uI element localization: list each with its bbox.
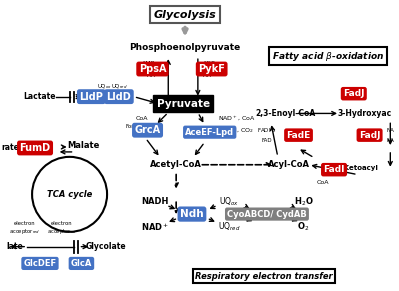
Text: NAD$^+$: NAD$^+$	[141, 221, 170, 233]
Text: late: late	[6, 242, 23, 251]
Text: CoA: CoA	[136, 116, 148, 121]
Text: FadI: FadI	[323, 165, 345, 174]
Text: FadJ: FadJ	[343, 89, 365, 98]
Text: Ndh: Ndh	[180, 209, 204, 219]
Text: AceEF-Lpd: AceEF-Lpd	[185, 128, 234, 137]
Text: Fatty acid $\beta$-oxidation: Fatty acid $\beta$-oxidation	[272, 50, 384, 63]
Text: Glycolate: Glycolate	[86, 242, 126, 251]
Text: AMP: AMP	[142, 61, 155, 65]
Text: NADH: NADH	[142, 197, 169, 206]
Text: electron
acceptor$_{red}$: electron acceptor$_{red}$	[9, 221, 40, 237]
Text: UQ$_{red}$: UQ$_{red}$	[111, 82, 127, 91]
Text: 2,3-Enoyl-CoA: 2,3-Enoyl-CoA	[256, 109, 316, 118]
Text: Lactate: Lactate	[24, 92, 56, 101]
Text: ADP: ADP	[203, 61, 216, 65]
Text: PykF: PykF	[198, 64, 225, 74]
Text: Respiratory electron transfer: Respiratory electron transfer	[195, 272, 333, 281]
Text: Phosphoenolpyruvate: Phosphoenolpyruvate	[129, 43, 241, 52]
Text: LldP: LldP	[79, 92, 103, 102]
Text: Pyruvate: Pyruvate	[156, 99, 209, 109]
Text: GlcDEF: GlcDEF	[24, 259, 57, 268]
Text: O$_2$: O$_2$	[297, 221, 310, 233]
Text: Acyl-CoA: Acyl-CoA	[268, 160, 310, 169]
Text: ATP: ATP	[147, 73, 158, 79]
Text: NADH, CO$_2$: NADH, CO$_2$	[217, 126, 254, 135]
Text: UQ$_{red}$: UQ$_{red}$	[218, 221, 241, 233]
Text: Formate: Formate	[126, 124, 148, 129]
Text: GrcA: GrcA	[134, 125, 161, 135]
Text: Glycolysis: Glycolysis	[154, 10, 216, 20]
Text: H$_2$O: H$_2$O	[294, 195, 313, 207]
Text: Malate: Malate	[67, 141, 100, 150]
Text: NA: NA	[386, 128, 394, 133]
Text: Acetyl-CoA: Acetyl-CoA	[150, 160, 202, 169]
Text: LldD: LldD	[107, 92, 131, 102]
Text: FumD: FumD	[20, 143, 51, 153]
Text: rate: rate	[2, 143, 19, 152]
Text: FadE: FadE	[286, 131, 311, 140]
Text: CoA: CoA	[317, 180, 330, 185]
Text: 3-Hydroxyac: 3-Hydroxyac	[338, 109, 392, 118]
Text: UQ$_{ox}$: UQ$_{ox}$	[97, 82, 112, 91]
Text: GlcA: GlcA	[71, 259, 92, 268]
Text: FadJ: FadJ	[359, 131, 380, 140]
Text: 3-Ketoacyl: 3-Ketoacyl	[337, 165, 379, 171]
Text: ATP: ATP	[203, 73, 214, 79]
Text: TCA cycle: TCA cycle	[47, 190, 92, 199]
Text: PpsA: PpsA	[139, 64, 166, 74]
Text: UQ$_{ox}$: UQ$_{ox}$	[219, 195, 239, 207]
Text: FADH$_2$: FADH$_2$	[257, 126, 277, 135]
Text: NAD$^+$, CoA: NAD$^+$, CoA	[217, 114, 255, 123]
Text: electron
acceptor$_{ox}$: electron acceptor$_{ox}$	[47, 221, 77, 237]
Text: CyoABCD/ CydAB: CyoABCD/ CydAB	[227, 210, 307, 219]
Text: NA: NA	[386, 138, 394, 143]
Text: FAD: FAD	[262, 138, 272, 143]
